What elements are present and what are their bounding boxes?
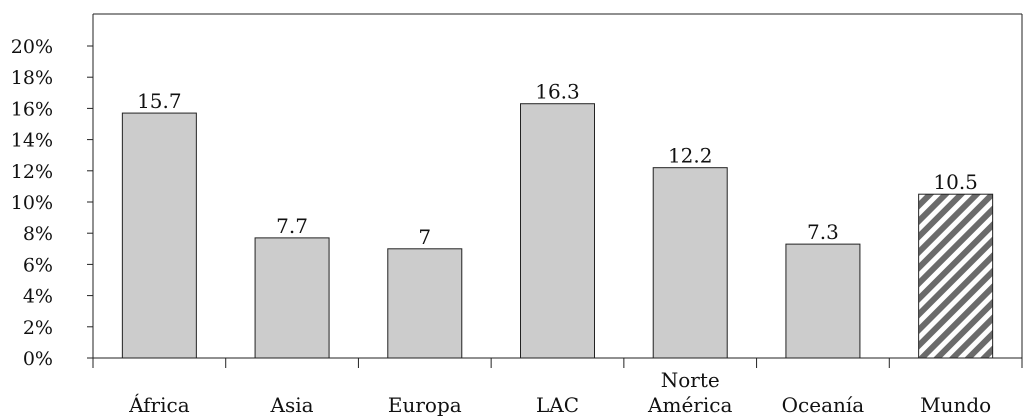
data-label: 15.7 bbox=[137, 89, 182, 113]
y-tick-label: 8% bbox=[23, 223, 53, 245]
bar bbox=[520, 103, 595, 359]
data-label: 7.3 bbox=[807, 220, 839, 244]
bar bbox=[652, 167, 728, 359]
data-label: 7 bbox=[418, 225, 431, 249]
bar bbox=[785, 243, 861, 359]
y-tick-label: 4% bbox=[23, 286, 53, 308]
data-label: 12.2 bbox=[668, 144, 713, 168]
category-label: Mundo bbox=[920, 393, 991, 416]
category-label: Europa bbox=[388, 393, 462, 416]
category-label: Oceanía bbox=[782, 393, 865, 416]
bar bbox=[387, 248, 463, 359]
category-label: Norte bbox=[661, 368, 720, 392]
bar-highlight bbox=[918, 193, 994, 359]
y-tick-label: 12% bbox=[11, 161, 53, 183]
category-label: África bbox=[128, 393, 190, 416]
data-label: 10.5 bbox=[933, 170, 978, 194]
y-tick-label: 0% bbox=[23, 348, 53, 370]
y-tick-label: 16% bbox=[11, 98, 53, 120]
y-tick-label: 10% bbox=[11, 192, 53, 214]
category-label: LAC bbox=[536, 393, 579, 416]
y-tick-label: 14% bbox=[11, 130, 53, 152]
y-tick-label: 18% bbox=[11, 67, 53, 89]
y-tick-label: 6% bbox=[23, 254, 53, 276]
y-tick-label: 20% bbox=[11, 36, 53, 58]
bar bbox=[121, 112, 197, 359]
y-tick-label: 2% bbox=[23, 317, 53, 339]
category-label: Asia bbox=[270, 393, 314, 416]
data-label: 16.3 bbox=[535, 80, 580, 104]
category-label: América bbox=[647, 393, 732, 416]
bar bbox=[254, 237, 330, 359]
data-label: 7.7 bbox=[276, 214, 308, 238]
